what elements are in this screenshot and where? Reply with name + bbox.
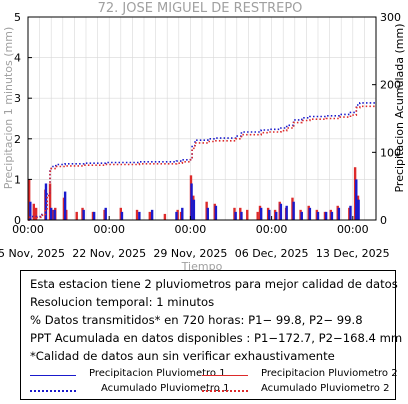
precipitation-bar [32, 203, 35, 220]
info-line: PPT Acumulada en datos disponibles : P1−… [30, 331, 403, 345]
precipitation-bar [192, 199, 196, 220]
precipitation-bar [337, 207, 341, 220]
y-tick-label-left: 5 [14, 11, 21, 24]
precipitation-bar [285, 205, 288, 220]
precipitation-bar [246, 209, 249, 220]
precipitation-bar [104, 207, 107, 220]
legend-label-acum-p1: Acumulado Pluviometro 1 [101, 383, 230, 394]
precipitation-bars [27, 167, 360, 220]
y-tick-label-right: 200 [380, 79, 401, 92]
precipitation-bar [234, 211, 237, 220]
precipitation-bar [240, 211, 243, 220]
precipitation-bar [92, 211, 96, 220]
legend-swatch-acum-p1 [30, 390, 76, 392]
precipitation-bar [256, 211, 259, 220]
precipitation-bar [29, 201, 32, 220]
precipitation-chart: 72. JOSE MIGUEL DE RESTREPO 0 1 2 3 4 5 0 100 20… [0, 1, 406, 270]
precipitation-bar [163, 213, 167, 220]
x-tick-label-time: 00:00 [93, 223, 125, 236]
y-tick-label-left: 3 [14, 92, 21, 105]
y-tick-label-right: 100 [380, 146, 401, 159]
precipitation-bar [300, 211, 303, 220]
info-line: Esta estacion tiene 2 pluviometros para … [30, 277, 398, 291]
y-tick-label-left: 1 [14, 173, 21, 186]
precipitation-bar [175, 211, 178, 220]
y-axis-left-label: Precipitacion 1 minutos (mm) [2, 27, 15, 189]
x-tick-label-date: 13 Dec, 2025 [316, 247, 390, 260]
precipitation-bar [75, 211, 78, 220]
x-tick-label-time: 00:00 [12, 223, 44, 236]
precipitation-bar [50, 207, 53, 220]
precipitation-bar [308, 207, 312, 220]
y-tick-label-right: 300 [380, 11, 401, 24]
x-tick-label-date: 15 Nov, 2025 [0, 247, 65, 260]
precipitation-bar [349, 205, 352, 220]
plot-frame [27, 16, 377, 221]
cumulative-line [28, 105, 376, 221]
precipitation-bar [292, 201, 295, 220]
precipitation-bar [357, 199, 360, 220]
precipitation-bar [316, 211, 320, 220]
precipitation-bar [324, 211, 328, 220]
precipitation-bar [34, 207, 38, 220]
x-tick-label-date: 22 Nov, 2025 [72, 247, 146, 260]
x-tick-label-time: 00:00 [256, 223, 288, 236]
precipitation-bar [48, 183, 52, 220]
precipitation-bar [44, 183, 48, 220]
precipitation-bar [355, 179, 358, 220]
chart-title: 72. JOSE MIGUEL DE RESTREPO [98, 1, 303, 16]
legend-label-precip-p1: Precipitacion Pluviometro 1 [89, 368, 226, 379]
precipitation-bar [27, 179, 31, 220]
y-tick-label-left: 4 [14, 52, 21, 65]
info-legend-box: Esta estacion tiene 2 pluviometros para … [20, 270, 402, 400]
y-tick-label-left: 2 [14, 133, 21, 146]
x-axis-label: Tiempo [181, 260, 223, 270]
x-tick-label-date: 29 Nov, 2025 [153, 247, 227, 260]
x-tick-label-time: 00:00 [175, 223, 207, 236]
info-line: Resolucion temporal: 1 minutos [30, 295, 215, 309]
precipitation-bar [206, 207, 209, 220]
precipitation-bar [120, 211, 124, 220]
axis-ticks: 0 1 2 3 4 5 0 100 200 300 00:00 15 Nov, 2025 00:00 22… [0, 11, 401, 260]
y-tick-label-right: 0 [380, 214, 387, 227]
precipitation-bar [150, 209, 154, 220]
legend-label-precip-p2: Precipitacion Pluviometro 2 [261, 368, 398, 379]
precipitation-bar [135, 209, 139, 220]
precipitation-bar [53, 209, 56, 220]
precipitation-bar [138, 211, 141, 220]
y-axis-right-label: Precipitacion Acumulada (mm) [393, 23, 406, 192]
precipitation-bar [181, 207, 184, 220]
info-line: *Calidad de datos aun sin verificar exha… [30, 349, 335, 363]
x-tick-label-time: 00:00 [337, 223, 369, 236]
y-tick-label-left: 0 [14, 214, 21, 227]
legend-label-acum-p2: Acumulado Pluviometro 2 [261, 383, 390, 394]
precipitation-bar [268, 209, 271, 220]
precipitation-bar [214, 205, 218, 220]
legend-swatch-precip-p1 [30, 375, 76, 376]
precipitation-bar [330, 211, 334, 220]
precipitation-bar [275, 211, 278, 220]
precipitation-bar [259, 207, 263, 220]
x-tick-label-date: 06 Dec, 2025 [235, 247, 309, 260]
precipitation-bar [279, 203, 283, 220]
precipitation-bar [63, 191, 67, 220]
info-line: % Datos transmitidos* en 720 horas: P1− … [30, 313, 363, 327]
cumulative-lines [28, 102, 376, 221]
precipitation-bar [82, 209, 85, 220]
legend-swatch-precip-p2 [202, 375, 248, 376]
precipitation-bar [148, 211, 151, 220]
precipitation-bar [190, 183, 193, 220]
legend-swatch-acum-p2 [202, 390, 248, 392]
